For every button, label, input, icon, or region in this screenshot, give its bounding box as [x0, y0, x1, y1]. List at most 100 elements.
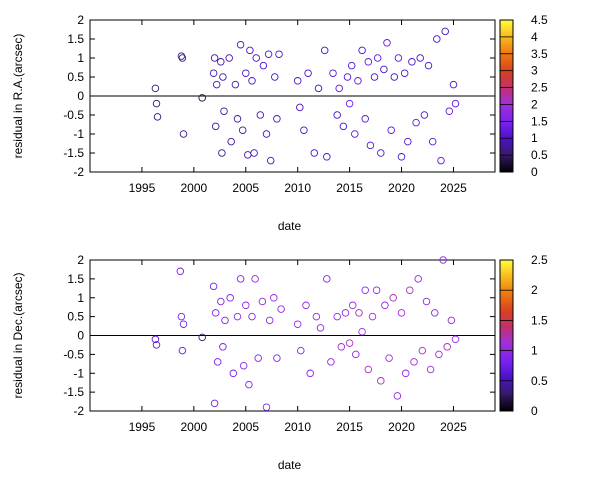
- ra-colorbar-label: 0: [531, 165, 538, 179]
- dec-colorbar-label: 0.5: [531, 374, 548, 388]
- ra-data-point: [390, 73, 399, 81]
- dec-data-point: [389, 294, 397, 302]
- ra-data-point: [420, 111, 429, 119]
- dec-data-point: [258, 297, 267, 306]
- ra-data-point: [428, 137, 437, 146]
- dec-data-point: [393, 392, 402, 400]
- dec-xtick-label: 2010: [284, 420, 311, 434]
- dec-data-point: [265, 316, 274, 325]
- ra-xtick-label: 2020: [388, 181, 415, 195]
- dec-points: [151, 256, 460, 411]
- dec-data-point: [426, 365, 435, 374]
- dec-data-point: [447, 316, 456, 325]
- ra-xtick-label: 2000: [180, 181, 207, 195]
- dec-data-point: [385, 354, 393, 362]
- ra-data-point: [441, 27, 449, 36]
- dec-x-axis-label: date: [278, 458, 302, 472]
- dec-xtick-label: 2005: [232, 420, 259, 434]
- ra-data-point: [296, 103, 304, 112]
- ra-data-point: [314, 84, 323, 93]
- dec-colorbar-label: 1: [531, 344, 538, 358]
- ra-ytick-label: -1.5: [63, 146, 84, 160]
- dec-ytick-label: -2: [73, 404, 84, 418]
- dec-data-point: [152, 341, 161, 349]
- ra-colorbar-label: 2: [531, 97, 538, 111]
- dec-data-point: [422, 297, 431, 306]
- ra-data-point: [151, 84, 160, 93]
- dec-colorbar-label: 2.5: [531, 253, 548, 267]
- dec-data-point: [229, 369, 238, 378]
- dec-data-point: [337, 343, 346, 351]
- dec-data-point: [211, 309, 220, 317]
- ra-data-point: [271, 73, 279, 81]
- dec-data-point: [323, 275, 331, 283]
- dec-data-point: [277, 305, 285, 313]
- ra-x-axis-label: date: [278, 219, 302, 233]
- ra-data-point: [273, 115, 281, 123]
- dec-data-point: [418, 346, 427, 355]
- ra-data-point: [320, 46, 329, 55]
- dec-data-point: [233, 312, 242, 321]
- ra-data-point: [335, 84, 343, 93]
- ra-data-point: [445, 107, 454, 115]
- dec-colorbar: [499, 259, 514, 412]
- ra-ytick-label: -0.5: [63, 108, 84, 122]
- dec-data-point: [345, 339, 354, 347]
- ra-colorbar-label: 4.5: [531, 13, 548, 27]
- dec-data-point: [316, 324, 325, 332]
- dec-data-point: [273, 354, 281, 362]
- dec-data-point: [372, 286, 381, 294]
- dec-ytick-label: 1: [77, 291, 84, 305]
- ra-xtick-label: 2010: [284, 181, 311, 195]
- dec-colorbar-label: 0: [531, 404, 538, 418]
- dec-data-point: [306, 369, 314, 378]
- dec-data-point: [333, 312, 341, 321]
- ra-data-point: [177, 52, 186, 60]
- dec-data-point: [209, 282, 218, 291]
- ra-data-point: [343, 73, 352, 81]
- ra-ytick-label: -2: [73, 165, 84, 179]
- ra-data-point: [424, 61, 433, 70]
- dec-data-point: [293, 320, 302, 328]
- dec-data-point: [245, 380, 253, 389]
- ra-data-point: [179, 130, 188, 138]
- dec-data-point: [355, 309, 363, 317]
- dec-ytick-label: -1.5: [63, 385, 84, 399]
- ra-data-point: [339, 122, 348, 131]
- ra-data-point: [400, 69, 409, 77]
- ra-data-point: [310, 149, 319, 157]
- dec-data-point: [439, 256, 447, 264]
- dec-data-point: [381, 301, 389, 310]
- ra-data-point: [217, 58, 225, 66]
- dec-data-point: [179, 320, 188, 328]
- ra-ytick-label: 1: [77, 51, 84, 65]
- ra-data-point: [358, 46, 366, 55]
- ra-ytick-label: 0.5: [67, 70, 84, 84]
- ra-data-point: [178, 54, 187, 62]
- ra-data-point: [218, 149, 226, 157]
- ra-data-point: [433, 35, 441, 43]
- ra-data-point: [416, 54, 424, 62]
- ra-data-point: [248, 77, 256, 85]
- ra-colorbar-label: 3: [531, 64, 538, 78]
- ra-data-point: [266, 156, 275, 165]
- dec-ytick-label: -0.5: [63, 347, 84, 361]
- dec-ytick-label: 0.5: [67, 310, 84, 324]
- dec-data-point: [239, 361, 248, 370]
- dec-data-point: [251, 275, 259, 283]
- ra-data-point: [242, 69, 250, 77]
- ra-data-point: [437, 156, 445, 165]
- ra-data-point: [412, 118, 420, 127]
- ra-data-point: [219, 73, 227, 81]
- ra-data-point: [252, 54, 260, 62]
- dec-ytick-label: 0: [77, 329, 84, 343]
- dec-data-point: [270, 294, 278, 302]
- ra-data-point: [259, 61, 268, 70]
- ra-ytick-label: 0: [77, 89, 84, 103]
- dec-data-point: [262, 403, 271, 411]
- dec-data-point: [401, 369, 410, 378]
- dec-data-point: [451, 335, 460, 344]
- dec-colorbar-label: 2: [531, 283, 538, 297]
- ra-data-point: [236, 40, 245, 49]
